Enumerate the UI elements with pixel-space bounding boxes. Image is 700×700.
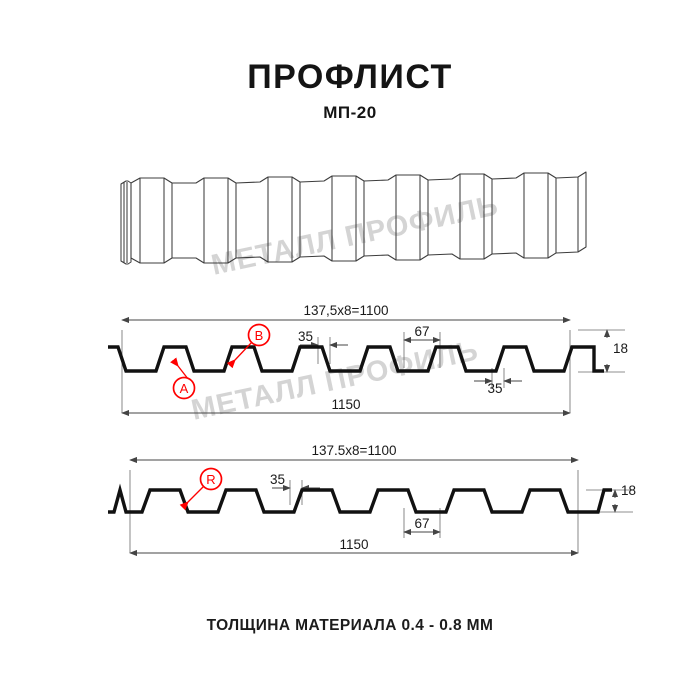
- material-thickness-note: ТОЛЩИНА МАТЕРИАЛА 0.4 - 0.8 ММ: [206, 617, 494, 634]
- iso-corrugation: [427, 173, 493, 260]
- page-title: ПРОФЛИСТ: [247, 58, 453, 96]
- section-a-profile: [108, 345, 604, 373]
- section-b-dim-bottom-label: 1150: [339, 537, 368, 552]
- section-b-dim-valley-label: 67: [414, 516, 429, 531]
- section-a-dim-rib-2: 35: [474, 377, 522, 396]
- section-a-dim-rib-label: 35: [298, 329, 313, 344]
- iso-corrugation: [491, 172, 557, 259]
- section-a-dim-rib-2-label: 35: [487, 381, 502, 396]
- iso-corrugation: [130, 177, 237, 264]
- page-subtitle: МП-20: [323, 103, 377, 122]
- section-b-dim-height: 18: [611, 483, 636, 513]
- section-b-dim-rib: 35: [270, 472, 320, 492]
- section-b-dim-top-label: 137.5x8=1100: [312, 443, 397, 458]
- section-a-dim-height-label: 18: [613, 341, 628, 356]
- section-a-marker-a: A: [170, 357, 196, 400]
- section-b-dim-bottom: 1150: [129, 537, 579, 557]
- section-a-marker-b: B: [226, 323, 271, 369]
- iso-corrugation: [363, 174, 429, 261]
- section-a-marker-b-label: B: [255, 328, 264, 343]
- section-b-dim-top: 137.5x8=1100: [129, 443, 579, 464]
- section-b-marker-r-label: R: [206, 472, 215, 487]
- section-a-dim-top: 137,5x8=1100: [121, 303, 571, 324]
- section-a-dim-bottom-label: 1150: [331, 397, 360, 412]
- section-b: 137.5x8=1100 1150 35 67 18: [108, 443, 636, 557]
- section-b-dim-valley: 67: [403, 516, 441, 536]
- section-a-dim-top-label: 137,5x8=1100: [304, 303, 389, 318]
- section-b-profile: [108, 483, 612, 514]
- section-a-dim-height: 18: [603, 329, 628, 373]
- iso-corrugation: [235, 176, 301, 263]
- iso-left-hem: [120, 180, 132, 265]
- section-b-dim-height-label: 18: [621, 483, 636, 498]
- section-a: 137,5x8=1100 1150 35 67 35: [108, 303, 628, 417]
- iso-corrugation: [299, 175, 365, 262]
- section-b-dim-rib-label: 35: [270, 472, 285, 487]
- profiled-sheet-isometric: [120, 171, 587, 265]
- section-a-dim-bottom: 1150: [121, 397, 571, 417]
- section-a-dim-rib: 35: [298, 329, 348, 349]
- section-a-dim-valley-label: 67: [414, 324, 429, 339]
- iso-corrugation: [555, 171, 587, 254]
- section-a-marker-a-label: A: [180, 381, 189, 396]
- section-a-dim-valley: 67: [403, 324, 441, 344]
- section-b-marker-r: R: [179, 467, 223, 511]
